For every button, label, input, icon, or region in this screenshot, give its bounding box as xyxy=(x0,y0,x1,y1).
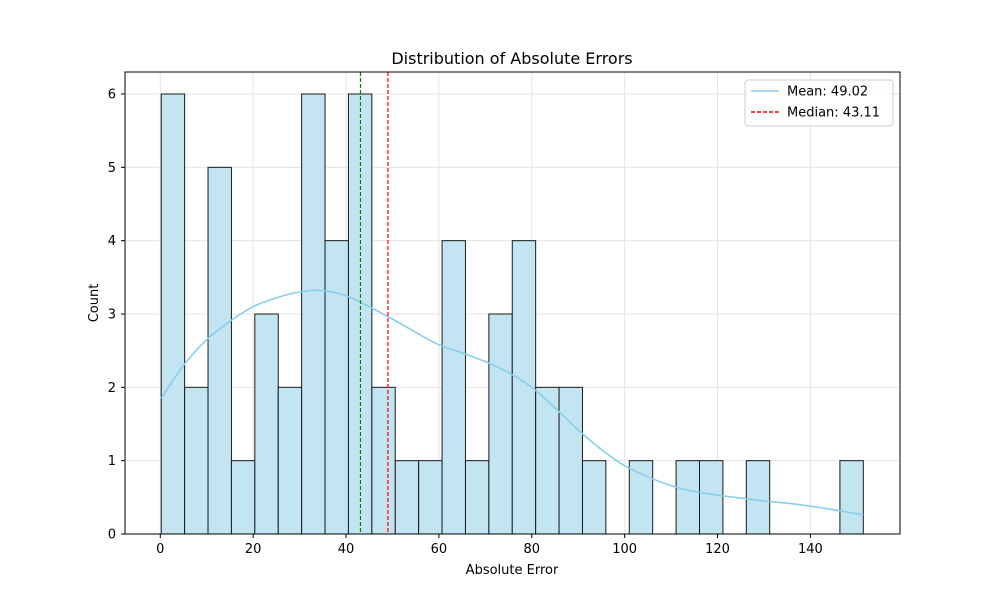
plot-frame xyxy=(124,71,901,535)
y-tick-label: 0 xyxy=(108,528,116,543)
kde-curve xyxy=(160,289,864,516)
histogram-bar xyxy=(745,460,771,535)
histogram-bar xyxy=(207,166,232,535)
histogram-bar xyxy=(184,386,209,535)
kde-curve-layer xyxy=(160,289,864,516)
chart-title: Distribution of Absolute Errors xyxy=(391,49,632,68)
x-tick-label: 60 xyxy=(431,542,448,557)
y-axis-ticks: 0 1 2 3 4 5 6 xyxy=(108,88,125,543)
x-axis-ticks: 0 20 40 60 80 100 120 140 xyxy=(156,534,823,557)
histogram-bar xyxy=(301,93,326,535)
histogram-bar xyxy=(394,460,420,535)
histogram-bar xyxy=(324,240,349,535)
x-axis-label: Absolute Error xyxy=(466,563,559,578)
x-tick-label: 120 xyxy=(705,542,730,557)
x-tick-label: 20 xyxy=(245,542,262,557)
y-tick-label: 6 xyxy=(108,88,116,103)
legend-label: Mean: 49.02 xyxy=(787,85,868,100)
histogram-bar xyxy=(464,460,490,535)
histogram-bar xyxy=(254,313,279,535)
histogram-bar xyxy=(441,240,466,535)
reference-lines xyxy=(359,72,389,534)
histogram-bar xyxy=(675,460,700,535)
y-tick-label: 3 xyxy=(108,308,116,323)
x-tick-label: 100 xyxy=(612,542,637,557)
y-tick-label: 4 xyxy=(108,234,116,249)
legend: Mean: 49.02 Median: 43.11 xyxy=(744,79,894,127)
legend-box xyxy=(744,79,894,127)
histogram-bar xyxy=(628,460,654,535)
histogram-bar xyxy=(277,386,303,535)
histogram-bar xyxy=(558,386,583,535)
y-tick-label: 1 xyxy=(108,454,116,469)
histogram-bar xyxy=(418,460,443,535)
y-tick-label: 5 xyxy=(108,161,116,176)
x-tick-label: 80 xyxy=(523,542,540,557)
histogram-bar xyxy=(160,93,186,535)
y-tick-label: 2 xyxy=(108,381,116,396)
histogram-bars xyxy=(160,93,864,535)
x-tick-label: 0 xyxy=(156,542,164,557)
legend-label: Median: 43.11 xyxy=(787,106,880,121)
histogram-bar xyxy=(581,460,607,535)
y-axis-label: Count xyxy=(87,284,102,323)
x-tick-label: 140 xyxy=(798,542,823,557)
histogram-bar xyxy=(230,460,256,535)
histogram-bar xyxy=(839,460,864,535)
histogram-bar xyxy=(698,460,724,535)
histogram-bar xyxy=(488,313,513,535)
x-tick-label: 40 xyxy=(338,542,355,557)
histogram-bar xyxy=(371,386,396,535)
